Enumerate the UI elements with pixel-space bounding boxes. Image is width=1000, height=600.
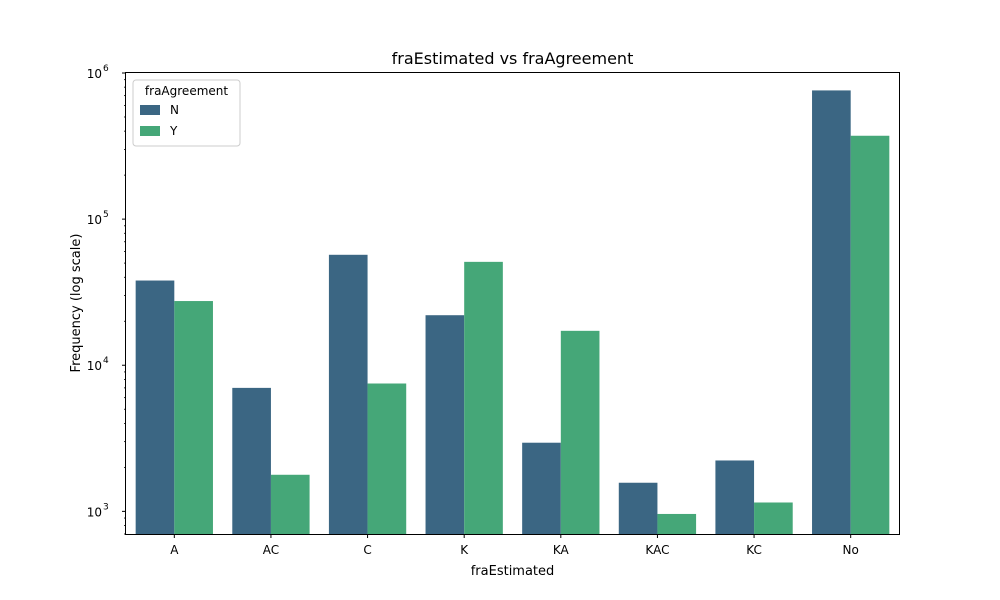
bar-kc-n <box>715 460 755 534</box>
chart-title: fraEstimated vs fraAgreement <box>392 49 634 68</box>
bar-kac-y <box>657 513 697 534</box>
bar-a-y <box>174 301 213 534</box>
bar-kac-n <box>618 482 658 534</box>
bar-no-n <box>812 90 851 534</box>
x-tick-label: No <box>843 543 859 557</box>
bar-ka-y <box>560 330 600 534</box>
bar-ac-n <box>232 387 271 534</box>
x-tick-label: C <box>363 543 371 557</box>
legend-swatch-y <box>140 126 160 136</box>
x-tick-label: KAC <box>645 543 669 557</box>
legend-label-y: Y <box>169 124 178 138</box>
y-tick-exponent: 5 <box>103 210 109 220</box>
bar-a-n <box>135 280 175 534</box>
x-axis-label: fraEstimated <box>471 564 555 579</box>
x-tick-label: K <box>460 543 469 557</box>
bar-ka-n <box>522 442 561 534</box>
y-tick-label: 10 <box>87 67 102 81</box>
legend-title: fraAgreement <box>145 84 228 98</box>
bar-k-y <box>464 261 503 534</box>
y-tick-exponent: 4 <box>103 356 109 366</box>
x-tick-label: KC <box>746 543 762 557</box>
legend: fraAgreement N Y <box>132 79 241 147</box>
x-tick-label: KA <box>553 543 570 557</box>
bar-kc-y <box>754 502 793 534</box>
y-tick-label: 10 <box>87 359 102 373</box>
x-tick-label: A <box>170 543 179 557</box>
y-tick-label: 10 <box>87 505 102 519</box>
x-axis-ticks: A AC C K KA KAC KC No <box>170 534 859 557</box>
legend-label-n: N <box>170 103 179 117</box>
bar-c-y <box>367 383 407 534</box>
x-tick-label: AC <box>263 543 279 557</box>
bars-layer <box>135 90 890 534</box>
bar-c-n <box>328 254 368 534</box>
y-tick-exponent: 3 <box>103 502 109 512</box>
plot-frame <box>125 72 900 535</box>
y-tick-exponent: 6 <box>103 64 109 74</box>
bar-no-y <box>850 135 890 534</box>
bar-ac-y <box>270 474 310 534</box>
y-tick-label: 10 <box>87 213 102 227</box>
y-axis-label: Frequency (log scale) <box>69 234 84 373</box>
bar-k-n <box>425 315 465 534</box>
legend-swatch-n <box>140 105 160 115</box>
